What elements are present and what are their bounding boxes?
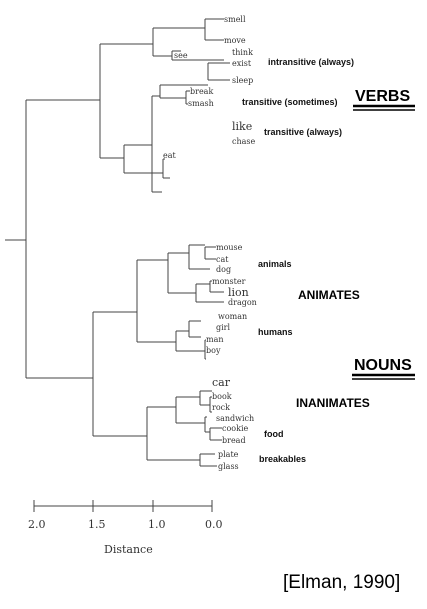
group-label-transitive-always: transitive (always) — [264, 127, 342, 137]
leaf-cookie: cookie — [222, 424, 249, 433]
leaf-dragon: dragon — [228, 298, 257, 307]
group-label-breakables: breakables — [259, 454, 306, 464]
leaf-chase: chase — [232, 137, 256, 146]
leaf-boy: boy — [206, 346, 221, 355]
group-label-transitive-sometimes: transitive (sometimes) — [242, 97, 338, 107]
category-label-inanimates: INANIMATES — [296, 396, 370, 410]
leaf-move: move — [224, 36, 246, 45]
axis-title: Distance — [104, 543, 153, 556]
leaf-woman: woman — [218, 312, 247, 321]
group-label-food: food — [264, 429, 284, 439]
leaf-monster: monster — [212, 277, 246, 286]
leaf-break: break — [190, 87, 213, 96]
leaf-see: see — [174, 51, 188, 60]
leaf-glass: glass — [218, 462, 239, 471]
axis-tick-0-0: 0.0 — [205, 518, 223, 531]
axis-tick-1-0: 1.0 — [148, 518, 166, 531]
leaf-like: like — [232, 120, 252, 133]
axis-tick-2-0: 2.0 — [28, 518, 46, 531]
leaf-girl: girl — [216, 323, 231, 332]
leaf-man: man — [206, 335, 224, 344]
citation: [Elman, 1990] — [283, 572, 400, 593]
distance-axis — [33, 500, 213, 512]
category-label-nouns: NOUNS — [354, 357, 412, 374]
leaf-dog: dog — [216, 265, 231, 274]
group-label-animals: animals — [258, 259, 292, 269]
leaf-plate: plate — [218, 450, 239, 459]
leaf-smash: smash — [188, 99, 214, 108]
leaf-sandwich: sandwich — [216, 414, 254, 423]
leaf-sleep: sleep — [232, 76, 253, 85]
leaf-think: think — [232, 48, 253, 57]
leaf-mouse: mouse — [216, 243, 243, 252]
leaf-rock: rock — [212, 403, 230, 412]
leaf-bread: bread — [222, 436, 246, 445]
category-label-animates: ANIMATES — [298, 288, 360, 302]
leaf-smell: smell — [224, 15, 246, 24]
group-label-humans: humans — [258, 327, 293, 337]
leaf-lion: lion — [228, 286, 249, 299]
category-label-verbs: VERBS — [355, 88, 410, 105]
dendrogram-branches — [5, 18, 230, 467]
leaf-eat: eat — [163, 151, 177, 160]
group-label-intransitive: intransitive (always) — [268, 57, 354, 67]
leaf-book: book — [212, 392, 232, 401]
axis-tick-1-5: 1.5 — [88, 518, 106, 531]
leaf-car: car — [212, 376, 231, 389]
leaf-cat: cat — [216, 255, 229, 264]
leaf-exist: exist — [232, 59, 252, 68]
